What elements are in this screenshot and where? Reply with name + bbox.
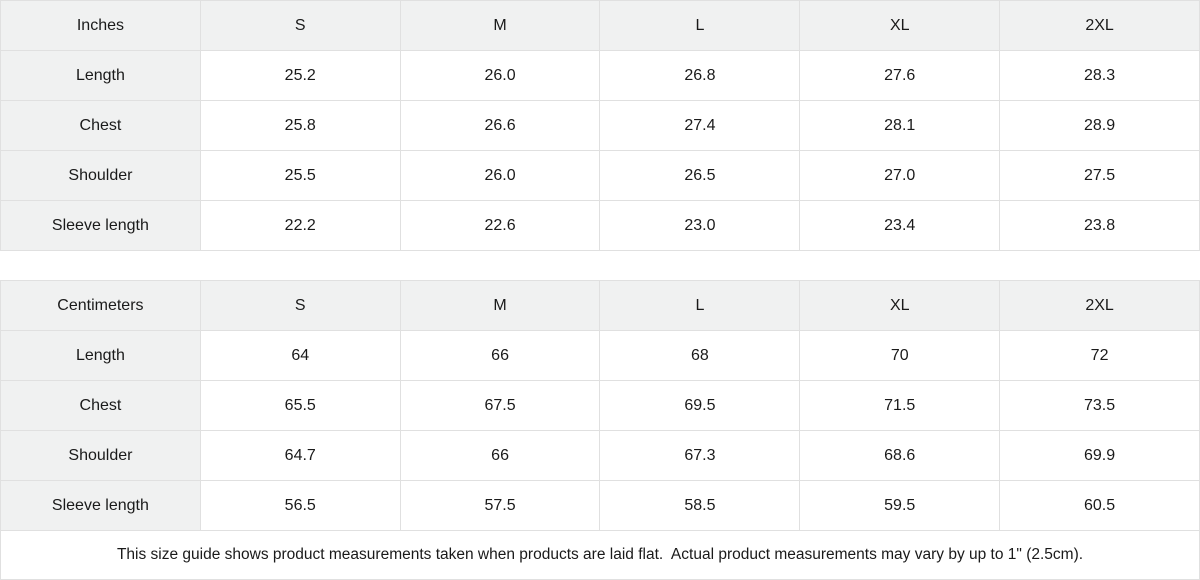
table-gap [0,251,1200,280]
value-cell: 68.6 [799,430,1001,481]
measurement-label-cell: Sleeve length [0,480,201,531]
inches-unit-header-cell: Inches [0,0,201,51]
size-header-cell: S [199,280,401,331]
value-cell: 59.5 [799,480,1001,531]
value-cell: 68 [599,330,801,381]
value-cell: 73.5 [999,380,1200,431]
value-cell: 26.5 [599,150,801,201]
value-cell: 27.4 [599,100,801,151]
measurement-label-cell: Shoulder [0,430,201,481]
centimeters-table: Centimeters S M L XL 2XL Length 64 66 68 70 72 Chest… [0,280,1200,531]
table-row: Length 25.2 26.0 26.8 27.6 28.3 [0,50,1200,101]
centimeters-header-row: Centimeters S M L XL 2XL [0,280,1200,331]
value-cell: 70 [799,330,1001,381]
size-header-cell: L [599,0,801,51]
table-row: Shoulder 25.5 26.0 26.5 27.0 27.5 [0,150,1200,201]
value-cell: 25.2 [199,50,401,101]
value-cell: 66 [399,330,601,381]
measurement-label-cell: Chest [0,100,201,151]
measurement-label-cell: Shoulder [0,150,201,201]
value-cell: 56.5 [199,480,401,531]
value-cell: 67.5 [399,380,601,431]
value-cell: 22.6 [399,200,601,251]
value-cell: 26.8 [599,50,801,101]
value-cell: 69.5 [599,380,801,431]
value-cell: 58.5 [599,480,801,531]
value-cell: 26.6 [399,100,601,151]
size-header-cell: M [399,280,601,331]
value-cell: 26.0 [399,50,601,101]
value-cell: 64 [199,330,401,381]
value-cell: 22.2 [199,200,401,251]
value-cell: 27.6 [799,50,1001,101]
inches-header-row: Inches S M L XL 2XL [0,0,1200,51]
measurement-label-cell: Chest [0,380,201,431]
value-cell: 23.8 [999,200,1200,251]
value-cell: 69.9 [999,430,1200,481]
size-header-cell: XL [799,280,1001,331]
size-header-cell: M [399,0,601,51]
size-header-cell: 2XL [999,0,1200,51]
value-cell: 66 [399,430,601,481]
table-row: Shoulder 64.7 66 67.3 68.6 69.9 [0,430,1200,481]
table-row: Sleeve length 22.2 22.6 23.0 23.4 23.8 [0,200,1200,251]
value-cell: 67.3 [599,430,801,481]
value-cell: 25.8 [199,100,401,151]
size-guide-note: This size guide shows product measuremen… [0,530,1200,580]
value-cell: 28.9 [999,100,1200,151]
size-header-cell: XL [799,0,1001,51]
value-cell: 28.3 [999,50,1200,101]
value-cell: 72 [999,330,1200,381]
size-header-cell: 2XL [999,280,1200,331]
value-cell: 25.5 [199,150,401,201]
centimeters-unit-header-cell: Centimeters [0,280,201,331]
size-header-cell: L [599,280,801,331]
inches-table: Inches S M L XL 2XL Length 25.2 26.0 26.8 27.6 28.3… [0,0,1200,251]
measurement-label-cell: Sleeve length [0,200,201,251]
value-cell: 60.5 [999,480,1200,531]
table-row: Chest 25.8 26.6 27.4 28.1 28.9 [0,100,1200,151]
table-row: Sleeve length 56.5 57.5 58.5 59.5 60.5 [0,480,1200,531]
table-row: Chest 65.5 67.5 69.5 71.5 73.5 [0,380,1200,431]
measurement-label-cell: Length [0,330,201,381]
value-cell: 57.5 [399,480,601,531]
value-cell: 23.4 [799,200,1001,251]
value-cell: 71.5 [799,380,1001,431]
value-cell: 26.0 [399,150,601,201]
value-cell: 28.1 [799,100,1001,151]
value-cell: 64.7 [199,430,401,481]
value-cell: 23.0 [599,200,801,251]
value-cell: 65.5 [199,380,401,431]
value-cell: 27.5 [999,150,1200,201]
size-header-cell: S [199,0,401,51]
value-cell: 27.0 [799,150,1001,201]
measurement-label-cell: Length [0,50,201,101]
table-row: Length 64 66 68 70 72 [0,330,1200,381]
